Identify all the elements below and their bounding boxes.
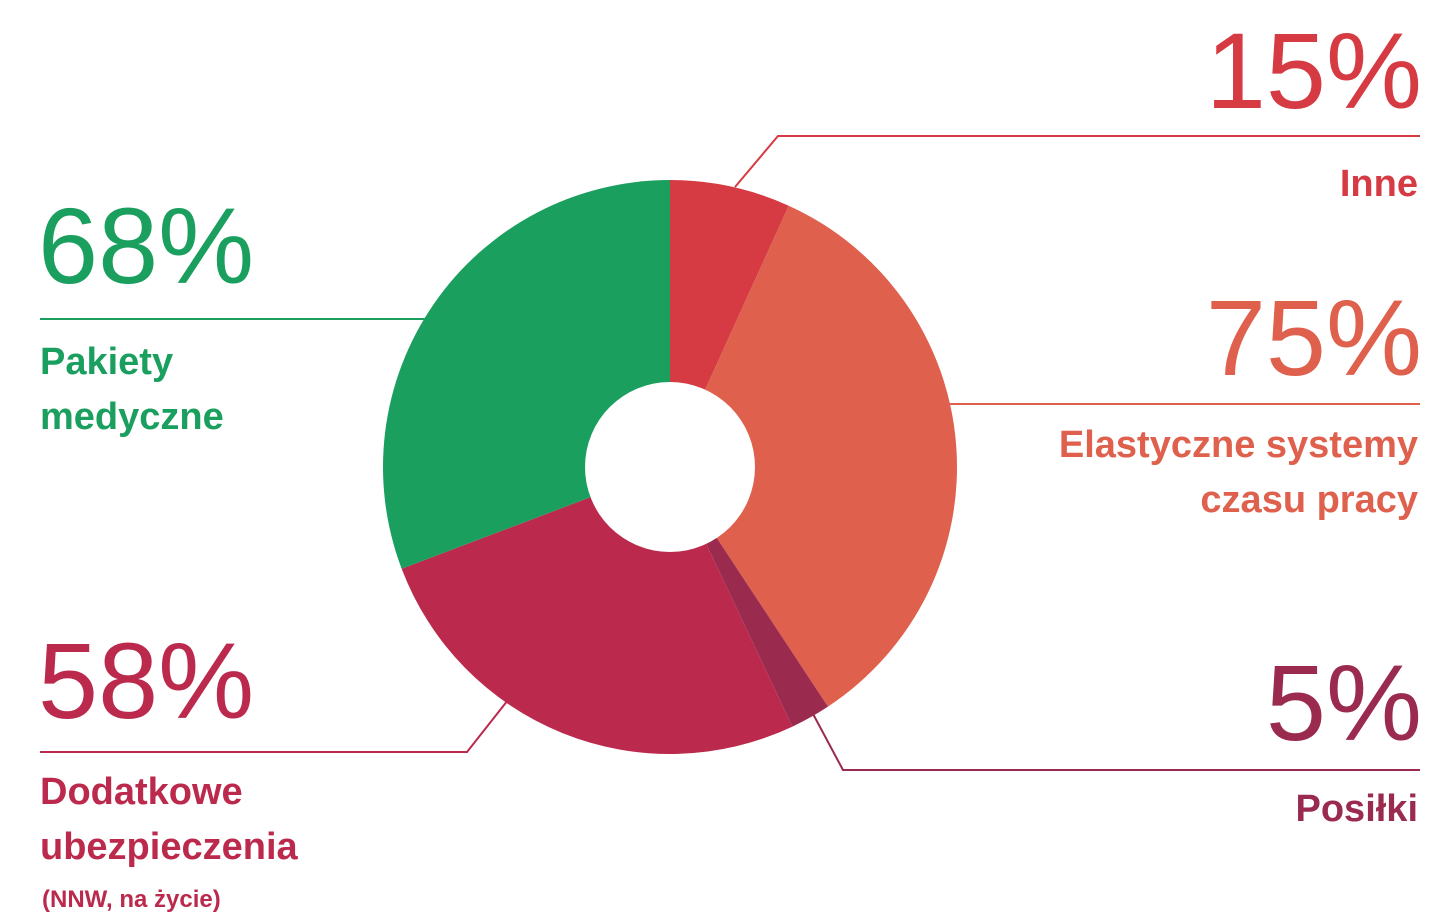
annotation: (NNW, na życie) (42, 886, 221, 913)
donut-hole (585, 382, 755, 552)
slice (670, 205, 958, 707)
percent-label: 58% (38, 620, 254, 741)
percent-label: 5% (1266, 642, 1422, 763)
percent-label: 15% (1206, 10, 1422, 131)
leader-line (40, 699, 509, 753)
category-label: Elastyczne systemy czasu pracy (1058, 424, 1418, 521)
category-label: Dodatkowe ubezpieczenia (40, 771, 298, 868)
leader-line (811, 711, 1420, 771)
percent-label: 75% (1206, 277, 1422, 398)
leader-line (734, 135, 1420, 188)
category-label: Posiłki (1295, 788, 1419, 830)
percent-label: 68% (38, 185, 254, 306)
category-label: Pakiety medyczne (40, 341, 224, 438)
category-label: Inne (1339, 163, 1418, 205)
